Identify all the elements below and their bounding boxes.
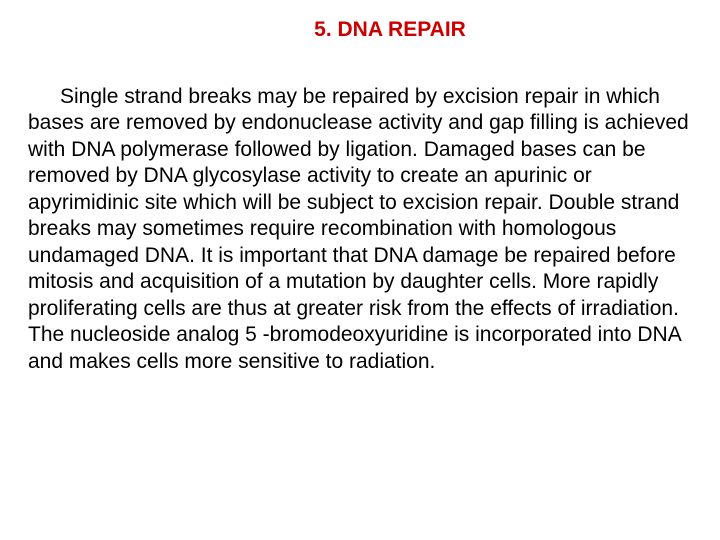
body-paragraph-text: Single strand breaks may be repaired by … <box>28 85 689 373</box>
slide-page: 5. DNA REPAIR Single strand breaks may b… <box>0 0 720 540</box>
section-title: 5. DNA REPAIR <box>24 18 696 42</box>
body-paragraph: Single strand breaks may be repaired by … <box>24 84 696 375</box>
